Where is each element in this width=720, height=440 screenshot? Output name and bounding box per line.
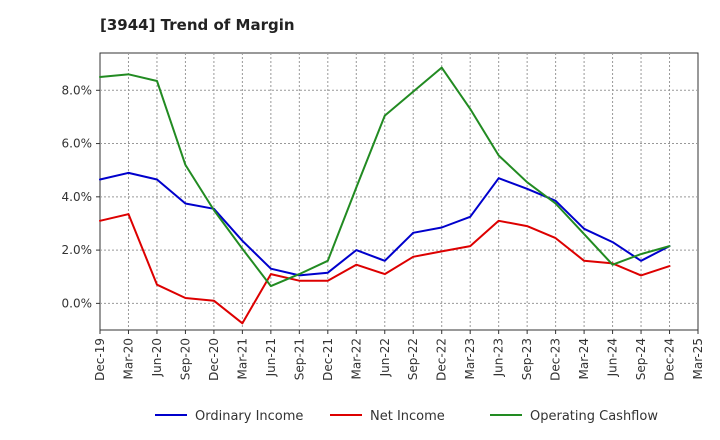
legend-label: Net Income (370, 409, 445, 424)
legend: Ordinary Income Net Income Operating Cashf… (155, 409, 658, 424)
x-tick-label: Jun-24 (606, 338, 620, 377)
chart-title: [3944] Trend of Margin (100, 16, 295, 34)
series-lines (99, 66, 671, 325)
x-tick-label: Dec-21 (321, 338, 335, 381)
y-axis: 0.0% 2.0% 4.0% 6.0% 8.0% (62, 83, 100, 310)
x-axis: Dec-19 Mar-20 Jun-20 Sep-20 Dec-20 Mar-21 Jun-… (93, 330, 705, 381)
legend-label: Ordinary Income (195, 409, 303, 424)
x-tick-label: Sep-23 (520, 338, 534, 380)
x-tick-label: Dec-23 (549, 338, 563, 381)
x-tick-label: Mar-22 (349, 338, 363, 379)
plot-area (99, 52, 699, 331)
x-tick-label: Jun-22 (378, 338, 392, 377)
x-tick-label: Dec-22 (435, 338, 449, 381)
x-tick-label: Sep-21 (292, 338, 306, 380)
y-tick-label: 8.0% (62, 83, 93, 97)
x-tick-label: Jun-23 (492, 338, 506, 377)
x-tick-label: Sep-24 (634, 338, 648, 380)
y-tick-label: 2.0% (62, 243, 93, 257)
y-tick-label: 4.0% (62, 190, 93, 204)
x-tick-label: Dec-24 (663, 338, 677, 381)
x-tick-label: Mar-20 (121, 338, 135, 379)
x-tick-label: Mar-23 (463, 338, 477, 379)
x-tick-label: Mar-25 (691, 338, 705, 379)
series-line-ordinary-income (99, 171, 671, 277)
x-tick-label: Sep-22 (406, 338, 420, 380)
x-tick-label: Mar-21 (235, 338, 249, 379)
x-tick-label: Sep-20 (178, 338, 192, 380)
x-tick-label: Jun-20 (150, 338, 164, 377)
series-line-net-income (99, 213, 671, 325)
y-tick-label: 6.0% (62, 137, 93, 151)
x-tick-label: Dec-20 (207, 338, 221, 381)
x-tick-label: Dec-19 (93, 338, 107, 381)
x-tick-label: Jun-21 (264, 338, 278, 377)
x-tick-label: Mar-24 (577, 338, 591, 379)
legend-label: Operating Cashflow (530, 409, 658, 424)
series-line-operating-cashflow (99, 66, 671, 288)
y-tick-label: 0.0% (62, 296, 93, 310)
